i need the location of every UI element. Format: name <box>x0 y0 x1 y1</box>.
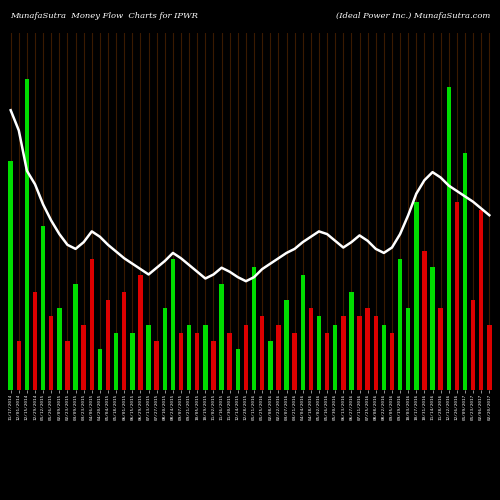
Bar <box>220 284 224 390</box>
Bar <box>236 349 240 390</box>
Bar <box>438 308 443 390</box>
Bar <box>252 268 256 390</box>
Bar <box>90 259 94 390</box>
Bar <box>49 316 54 390</box>
Bar <box>487 324 492 390</box>
Bar <box>422 251 426 390</box>
Bar <box>366 308 370 390</box>
Bar <box>358 316 362 390</box>
Bar <box>57 308 62 390</box>
Bar <box>106 300 110 390</box>
Bar <box>187 324 192 390</box>
Bar <box>65 341 70 390</box>
Bar <box>374 316 378 390</box>
Bar <box>260 316 264 390</box>
Bar <box>179 332 184 390</box>
Bar <box>268 341 272 390</box>
Bar <box>316 316 321 390</box>
Text: (Ideal Power Inc.) MunafaSutra.com: (Ideal Power Inc.) MunafaSutra.com <box>336 12 490 20</box>
Bar <box>463 153 467 390</box>
Bar <box>82 324 86 390</box>
Bar <box>212 341 216 390</box>
Bar <box>471 300 476 390</box>
Bar <box>341 316 345 390</box>
Bar <box>228 332 232 390</box>
Bar <box>154 341 159 390</box>
Bar <box>130 332 134 390</box>
Bar <box>390 332 394 390</box>
Bar <box>284 300 288 390</box>
Text: MunafaSutra  Money Flow  Charts for IPWR: MunafaSutra Money Flow Charts for IPWR <box>10 12 198 20</box>
Bar <box>203 324 207 390</box>
Bar <box>276 324 280 390</box>
Bar <box>292 332 297 390</box>
Bar <box>406 308 410 390</box>
Bar <box>414 202 418 390</box>
Bar <box>333 324 338 390</box>
Bar <box>98 349 102 390</box>
Bar <box>325 332 330 390</box>
Bar <box>195 332 200 390</box>
Bar <box>244 324 248 390</box>
Bar <box>170 259 175 390</box>
Bar <box>454 202 459 390</box>
Bar <box>138 276 142 390</box>
Bar <box>349 292 354 390</box>
Bar <box>382 324 386 390</box>
Bar <box>8 161 13 390</box>
Bar <box>122 292 126 390</box>
Bar <box>308 308 313 390</box>
Bar <box>446 88 451 390</box>
Bar <box>74 284 78 390</box>
Bar <box>300 276 305 390</box>
Bar <box>16 341 21 390</box>
Bar <box>41 226 46 390</box>
Bar <box>146 324 151 390</box>
Bar <box>114 332 118 390</box>
Bar <box>24 79 29 390</box>
Bar <box>398 259 402 390</box>
Bar <box>430 268 435 390</box>
Bar <box>162 308 167 390</box>
Bar <box>479 210 484 390</box>
Bar <box>33 292 37 390</box>
